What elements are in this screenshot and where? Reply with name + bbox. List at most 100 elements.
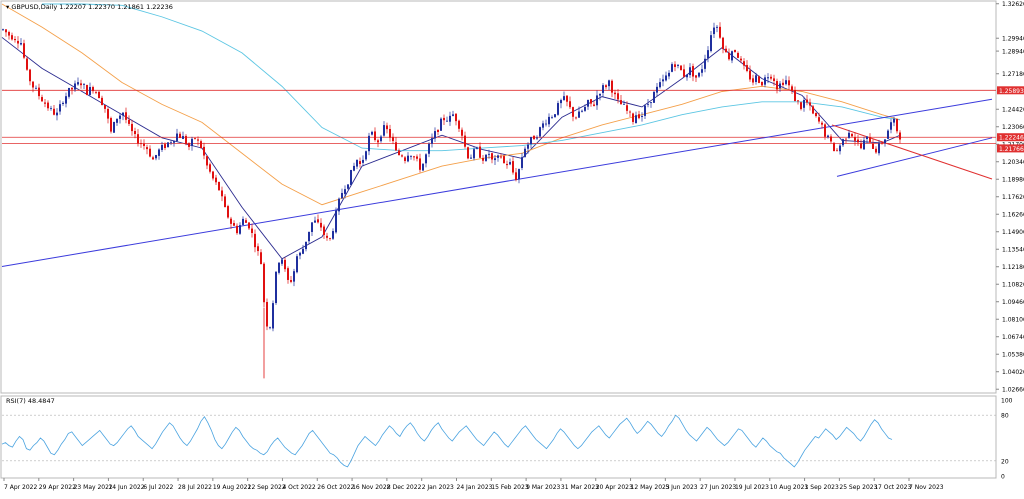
candle-body — [59, 104, 61, 112]
candle-body — [95, 92, 97, 94]
candle-body — [554, 114, 556, 117]
moving-average-line — [1, 37, 901, 260]
candle-body — [218, 181, 220, 191]
candle-body — [383, 125, 385, 136]
candle-body — [857, 139, 859, 143]
candle-body — [122, 112, 124, 116]
candle-body — [815, 112, 817, 117]
candle-body — [257, 246, 259, 252]
candle-body — [584, 107, 586, 111]
candle-body — [419, 158, 421, 170]
candle-body — [515, 172, 517, 180]
candle-body — [893, 118, 895, 123]
candle-body — [860, 143, 862, 149]
candle-body — [431, 138, 433, 144]
x-tick-label: 23 May 2022 — [74, 484, 113, 491]
y-tick-label: 1.08100 — [1002, 317, 1024, 324]
candle-body — [305, 241, 307, 250]
candle-body — [704, 58, 706, 69]
candle-body — [128, 119, 130, 124]
candle-body — [173, 140, 175, 143]
candle-body — [77, 82, 79, 85]
candle-body — [698, 72, 700, 77]
candle-body — [590, 99, 592, 104]
candle-body — [311, 222, 313, 232]
dropdown-triangle-icon[interactable]: ▾ — [6, 3, 10, 11]
candle-body — [521, 157, 523, 168]
candle-body — [341, 192, 343, 199]
candle-body — [488, 153, 490, 155]
candle-body — [608, 80, 610, 87]
candle-body — [230, 218, 232, 224]
candle-body — [353, 165, 355, 171]
candle-body — [413, 156, 415, 158]
candle-body — [119, 115, 121, 119]
candle-body — [734, 50, 736, 52]
candle-body — [239, 225, 241, 234]
trendline — [831, 124, 993, 180]
rsi-pane-border — [0, 395, 997, 479]
y-tick-label: 1.10820 — [1002, 282, 1024, 289]
symbol-header: ▾ GBPUSD,Daily 1.22207 1.22370 1.21861 1… — [6, 3, 173, 11]
candle-body — [776, 81, 778, 90]
candle-body — [293, 271, 295, 282]
candle-body — [632, 113, 634, 122]
candle-body — [158, 149, 160, 156]
candle-body — [752, 78, 754, 83]
candle-body — [101, 97, 103, 105]
candle-body — [617, 93, 619, 100]
candle-body — [800, 102, 802, 110]
x-tick-label: 8 Dec 2022 — [387, 484, 422, 491]
candle-body — [788, 80, 790, 86]
x-tick-label: 27 Jun 2023 — [700, 484, 736, 491]
candle-body — [593, 104, 595, 106]
candle-body — [125, 112, 127, 120]
candle-body — [422, 163, 424, 171]
candle-body — [386, 125, 388, 130]
candle-body — [224, 196, 226, 208]
trendline — [1, 98, 993, 267]
candle-body — [113, 122, 115, 133]
y-tick-label: 1.02660 — [1002, 387, 1024, 394]
candle-body — [284, 259, 286, 270]
candle-body — [449, 115, 451, 122]
y-tick-label: 1.32620 — [1002, 1, 1024, 8]
candle-body — [236, 225, 238, 234]
candle-body — [209, 164, 211, 172]
price-tag — [997, 133, 1024, 142]
candle-body — [551, 117, 553, 119]
candle-body — [194, 138, 196, 139]
candle-body — [575, 117, 577, 119]
candle-body — [191, 138, 193, 146]
candle-body — [476, 147, 478, 149]
y-tick-label: 1.29940 — [1002, 36, 1024, 43]
candle-body — [14, 38, 16, 41]
candle-body — [140, 143, 142, 145]
x-tick-label: 5 Jun 2023 — [665, 484, 697, 491]
candle-body — [86, 84, 88, 96]
candle-body — [107, 109, 109, 119]
candle-body — [71, 87, 73, 90]
candle-body — [329, 238, 331, 240]
candle-body — [185, 135, 187, 145]
candle-body — [314, 220, 316, 223]
candle-body — [29, 69, 31, 82]
candle-body — [563, 96, 565, 101]
candle-body — [533, 135, 535, 140]
candle-body — [782, 82, 784, 85]
candle-body — [587, 100, 589, 107]
candle-body — [653, 91, 655, 103]
candle-body — [344, 189, 346, 194]
candle-body — [365, 151, 367, 160]
candle-body — [548, 116, 550, 125]
candle-body — [665, 75, 667, 81]
candle-body — [152, 157, 154, 160]
x-tick-label: 28 Jul 2022 — [178, 484, 212, 491]
candle-body — [416, 156, 418, 159]
candle-body — [215, 177, 217, 183]
candle-body — [356, 159, 358, 167]
candle-body — [26, 58, 28, 70]
candle-body — [317, 219, 319, 223]
